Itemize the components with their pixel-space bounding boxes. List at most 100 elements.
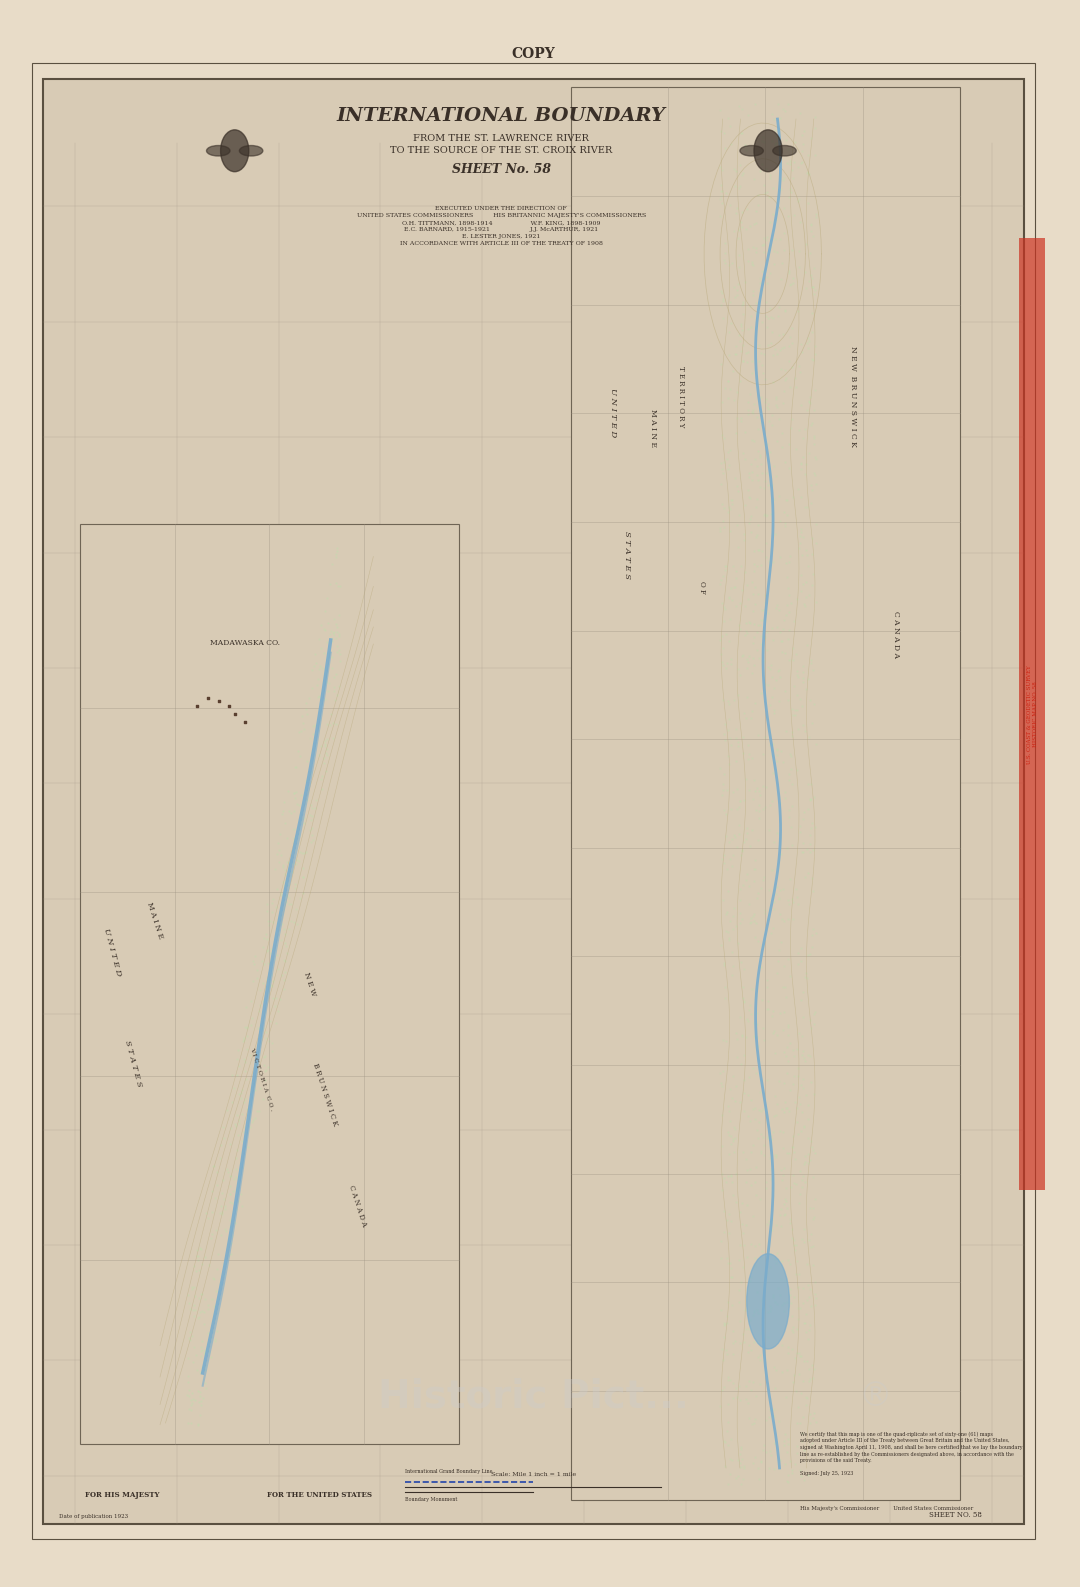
Point <box>721 192 739 217</box>
Point <box>189 1243 206 1268</box>
Point <box>752 954 769 979</box>
Point <box>727 157 744 183</box>
Point <box>802 1128 820 1154</box>
Point <box>312 733 329 759</box>
Point <box>220 694 238 719</box>
Point <box>786 1170 804 1195</box>
Point <box>793 1225 810 1251</box>
Point <box>756 181 773 206</box>
Point <box>179 1282 197 1308</box>
Point <box>728 797 745 822</box>
Point <box>751 1097 768 1122</box>
Point <box>233 1193 251 1219</box>
Point <box>791 1020 808 1046</box>
Point <box>737 340 754 365</box>
Point <box>746 1444 764 1470</box>
Point <box>802 1222 820 1247</box>
Point <box>764 319 781 344</box>
Point <box>756 687 773 713</box>
Point <box>228 1063 245 1089</box>
Point <box>259 908 276 933</box>
Point <box>807 732 824 757</box>
Point <box>761 1144 779 1170</box>
Point <box>747 198 765 224</box>
Point <box>314 763 332 789</box>
Point <box>772 355 789 381</box>
Text: MADAWASKA CO.: MADAWASKA CO. <box>211 638 281 647</box>
Point <box>777 1201 794 1227</box>
Point <box>793 1428 810 1454</box>
Point <box>742 909 759 935</box>
Point <box>324 711 341 736</box>
Point <box>179 1370 197 1395</box>
Point <box>799 771 816 797</box>
Point <box>780 1141 797 1166</box>
Point <box>796 1311 813 1336</box>
Point <box>764 857 781 882</box>
Point <box>717 919 734 944</box>
Point <box>779 90 796 116</box>
Point <box>297 768 314 794</box>
Point <box>301 762 319 787</box>
Point <box>807 463 824 489</box>
Point <box>294 703 311 728</box>
Point <box>750 1125 767 1151</box>
Point <box>807 333 824 359</box>
Point <box>713 457 730 482</box>
Point <box>802 647 820 673</box>
Point <box>789 716 807 741</box>
Point <box>769 736 786 762</box>
Point <box>789 951 807 976</box>
Point <box>754 1238 771 1263</box>
Point <box>737 1297 754 1322</box>
Point <box>271 849 288 874</box>
Point <box>734 440 752 465</box>
Point <box>228 1176 245 1201</box>
Point <box>715 248 732 273</box>
Point <box>775 1070 793 1095</box>
Point <box>779 1439 796 1465</box>
Point <box>241 1043 258 1068</box>
Point <box>759 271 777 297</box>
Point <box>726 156 743 181</box>
Point <box>723 1132 740 1157</box>
Point <box>726 1125 743 1151</box>
Point <box>255 997 272 1022</box>
Point <box>719 1368 737 1393</box>
Point <box>261 1009 279 1035</box>
Point <box>738 609 755 635</box>
Point <box>720 586 738 611</box>
Point <box>738 767 755 792</box>
Point <box>795 1290 812 1316</box>
Point <box>805 1233 822 1258</box>
Point <box>794 1076 811 1101</box>
Point <box>328 614 346 640</box>
Point <box>714 1178 731 1203</box>
Point <box>716 251 733 276</box>
Point <box>195 1339 213 1365</box>
Point <box>747 463 765 489</box>
Point <box>799 160 816 186</box>
Point <box>751 349 768 375</box>
Point <box>783 771 800 797</box>
Point <box>795 119 812 144</box>
Point <box>759 1211 777 1236</box>
Point <box>774 876 792 901</box>
Point <box>755 1433 772 1458</box>
Point <box>805 432 822 457</box>
Point <box>791 1262 808 1287</box>
FancyBboxPatch shape <box>43 79 1024 1524</box>
Point <box>732 1471 750 1497</box>
Point <box>735 1455 753 1481</box>
Point <box>291 792 308 817</box>
Point <box>222 1241 240 1266</box>
Point <box>737 270 754 295</box>
Point <box>192 1344 210 1370</box>
Point <box>755 260 772 286</box>
Point <box>806 1082 823 1108</box>
Point <box>227 1163 244 1189</box>
Point <box>713 1162 730 1187</box>
Point <box>751 1109 768 1135</box>
Point <box>281 886 298 911</box>
Point <box>723 311 740 336</box>
